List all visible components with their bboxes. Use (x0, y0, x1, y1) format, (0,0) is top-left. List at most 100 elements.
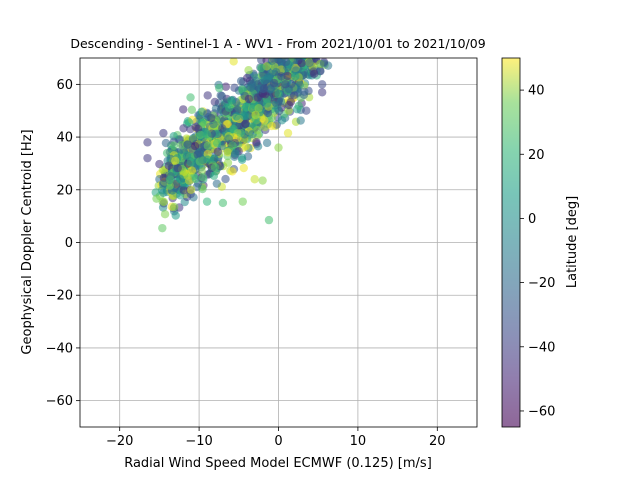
data-point (241, 142, 250, 151)
data-point (274, 89, 283, 99)
data-point (299, 58, 304, 59)
data-point (198, 173, 208, 182)
data-point (315, 58, 321, 59)
data-point (186, 185, 196, 194)
data-point (187, 166, 197, 175)
data-point (210, 154, 219, 163)
data-point (218, 198, 228, 208)
data-point (281, 80, 290, 89)
data-point (175, 174, 185, 183)
data-point (259, 84, 269, 93)
x-tick-label: 20 (429, 434, 446, 449)
colorbar-tick-label: −60 (528, 404, 555, 419)
data-point (274, 58, 283, 64)
data-point (313, 58, 319, 59)
data-point (183, 140, 192, 149)
data-point (291, 72, 300, 81)
data-point (262, 99, 272, 108)
y-tick-label: 60 (56, 78, 73, 93)
colorbar-tick-label: 40 (528, 84, 545, 99)
data-point (251, 110, 260, 120)
data-point (161, 138, 171, 148)
data-point (179, 186, 188, 195)
data-point (195, 148, 204, 158)
data-point (190, 141, 200, 151)
data-point (299, 24, 307, 32)
data-point (263, 108, 273, 118)
data-points (143, 10, 336, 233)
x-axis-ticks: −20 −10 0 10 20 (106, 427, 446, 449)
data-point (155, 159, 164, 169)
data-point (191, 174, 201, 184)
data-point (159, 188, 168, 197)
data-point (184, 118, 194, 127)
colorbar-tick-label: 0 (528, 212, 536, 227)
data-point (258, 176, 267, 185)
data-point (184, 176, 194, 185)
data-point (179, 105, 188, 114)
data-point (311, 23, 319, 31)
data-point (158, 180, 168, 189)
x-tick-label: 10 (350, 434, 367, 449)
data-point (262, 138, 272, 148)
y-tick-label: 0 (65, 236, 73, 251)
data-point (171, 156, 180, 165)
data-point (160, 209, 170, 219)
data-point (158, 223, 167, 233)
data-point (236, 128, 245, 138)
data-point (203, 91, 212, 100)
data-point (299, 23, 307, 31)
data-point (230, 149, 240, 158)
data-point (310, 69, 319, 79)
data-point (317, 16, 325, 24)
data-point (303, 21, 311, 29)
data-point (308, 25, 316, 33)
data-point (317, 24, 325, 32)
data-point (308, 58, 311, 59)
data-point (215, 83, 224, 93)
data-point (263, 73, 273, 82)
data-point (277, 72, 286, 81)
data-point (198, 155, 207, 165)
data-point (264, 215, 274, 225)
data-point (319, 59, 329, 68)
data-point (307, 18, 315, 26)
data-point (312, 23, 320, 31)
data-point (288, 10, 296, 18)
data-point (212, 138, 222, 148)
data-point (302, 106, 311, 115)
data-point (244, 94, 254, 104)
data-point (227, 96, 236, 105)
data-point (170, 202, 179, 212)
data-point (281, 58, 291, 67)
data-point (301, 15, 309, 23)
colorbar-tick-label: −20 (528, 276, 555, 291)
data-point (241, 119, 250, 129)
data-point (307, 25, 315, 33)
x-tick-label: −10 (185, 434, 212, 449)
data-point (313, 20, 321, 28)
data-point (289, 58, 293, 59)
data-point (203, 141, 212, 151)
colorbar-ticks: −60 −40 −20 0 20 40 (520, 84, 555, 419)
data-point (165, 175, 175, 184)
y-tick-label: −20 (46, 289, 73, 304)
data-point (151, 188, 160, 197)
data-point (188, 134, 198, 143)
data-point (228, 141, 237, 150)
data-point (152, 194, 161, 203)
x-tick-label: −20 (106, 434, 133, 449)
data-point (143, 153, 152, 163)
data-point (209, 171, 219, 181)
data-point (283, 71, 292, 81)
data-point (187, 105, 197, 115)
data-point (297, 58, 306, 68)
data-point (328, 20, 336, 28)
data-point (179, 124, 188, 133)
data-point (224, 103, 234, 112)
data-point (173, 163, 182, 173)
data-point (311, 20, 319, 28)
colorbar-frame (501, 57, 521, 428)
colorbar-tick-label: 20 (528, 148, 545, 163)
